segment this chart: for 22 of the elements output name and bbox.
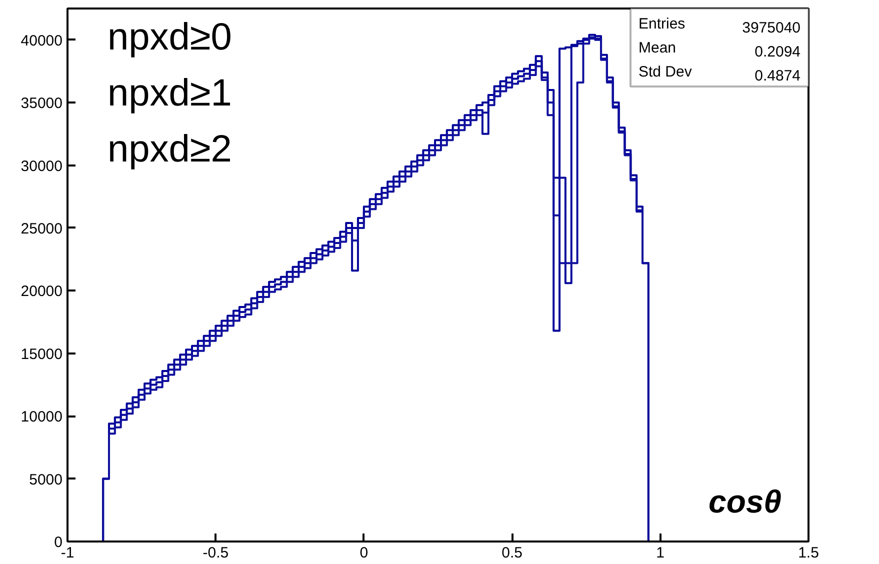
x-tick-label: -1 (60, 544, 74, 562)
y-tick-label: 0 (54, 534, 62, 551)
annotation: npxd≥0 (108, 16, 232, 58)
x-tick-label: 0.5 (502, 544, 523, 562)
y-tick-label: 15000 (20, 346, 63, 363)
x-tick-label: 1.5 (798, 544, 819, 562)
y-tick-label: 25000 (20, 220, 63, 238)
text: Std Dev 0.4874 (638, 64, 801, 84)
y-tick-label: 20000 (20, 283, 63, 300)
y-tick-label: 5000 (29, 471, 63, 488)
x-tick-label: 1 (656, 544, 664, 562)
x-axis-title: cosθ (708, 484, 782, 520)
y-tick-label: 10000 (20, 408, 63, 426)
annotation: npxd≥1 (108, 72, 232, 114)
x-tick-label: 0 (360, 544, 368, 562)
y-tick-label: 30000 (20, 158, 63, 175)
x-tick-label: -0.5 (202, 544, 229, 562)
text: Mean 0.2094 (638, 40, 801, 60)
y-tick-label: 40000 (20, 32, 63, 50)
y-tick-label: 35000 (20, 95, 63, 112)
annotation: npxd≥2 (108, 128, 232, 170)
text: Entries 3975040 (638, 16, 801, 36)
